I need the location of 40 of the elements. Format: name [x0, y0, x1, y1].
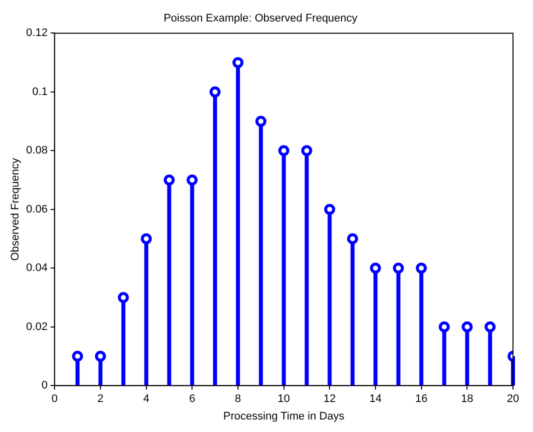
point: [255, 116, 266, 127]
point: [210, 86, 221, 98]
point: [118, 292, 129, 303]
y-tick-label: 0.12: [26, 27, 48, 40]
y-tick-label: 0.08: [26, 144, 48, 157]
point: [301, 145, 312, 156]
point: [484, 321, 496, 332]
point: [94, 350, 106, 362]
y-tick-label: 0.02: [26, 320, 48, 333]
y-tick-label: 0.06: [26, 203, 48, 216]
y-tick-label: 0.04: [26, 262, 48, 274]
point: [438, 321, 450, 332]
x-tick-label: 18: [461, 393, 474, 406]
x-tick-label: 4: [143, 393, 150, 406]
point: [416, 262, 427, 274]
x-tick-label: 6: [189, 393, 196, 406]
x-tick-label: 8: [234, 393, 242, 406]
point: [324, 204, 336, 215]
y-tick-label: 0: [41, 380, 48, 392]
point: [232, 57, 244, 68]
x-tick-label: 14: [369, 393, 382, 406]
x-tick-label: 10: [278, 393, 290, 406]
point: [462, 321, 473, 332]
chart-title: Poisson Example: Observed Frequency: [164, 12, 358, 25]
x-tick-label: 0: [52, 393, 58, 406]
x-tick-label: 20: [506, 393, 520, 406]
point: [186, 174, 198, 186]
y-axis-title: Observed Frequency: [10, 158, 22, 261]
x-tick-label: 16: [415, 393, 428, 406]
point: [164, 174, 175, 186]
x-axis-title: Processing Time in Days: [223, 410, 345, 422]
point: [392, 262, 404, 274]
x-tick-label: 2: [97, 393, 104, 406]
point: [72, 350, 84, 362]
point: [347, 233, 358, 244]
point: [370, 262, 381, 274]
x-tick-label: 12: [324, 393, 336, 406]
y-tick-label: 0.1: [32, 86, 48, 98]
point: [140, 233, 152, 244]
point: [278, 145, 290, 156]
